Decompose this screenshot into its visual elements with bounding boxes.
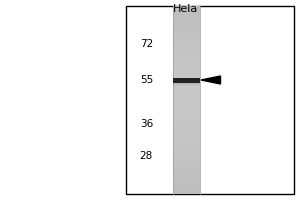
Bar [172, 69, 200, 72]
Polygon shape [201, 76, 220, 84]
Bar [172, 156, 200, 160]
Bar [172, 166, 200, 169]
Bar [172, 122, 200, 125]
Bar [172, 103, 200, 106]
Bar [172, 141, 200, 144]
Bar [172, 31, 200, 34]
Bar [172, 75, 200, 78]
Bar [172, 6, 200, 9]
Bar [172, 22, 200, 25]
Bar [172, 125, 200, 128]
Bar [172, 37, 200, 40]
Bar [126, 6, 294, 194]
Bar [172, 62, 200, 66]
Bar [172, 138, 200, 141]
Bar [172, 150, 200, 153]
Bar [172, 59, 200, 62]
Bar [172, 44, 200, 47]
Bar [172, 106, 200, 109]
Text: 55: 55 [140, 75, 153, 85]
Bar [172, 163, 200, 166]
Bar [172, 50, 200, 53]
Bar [172, 34, 200, 37]
Bar [172, 40, 200, 44]
Bar [172, 72, 200, 75]
Bar [172, 119, 200, 122]
Bar [172, 178, 200, 181]
Bar [172, 28, 200, 31]
Bar [172, 153, 200, 156]
Bar [172, 191, 200, 194]
Bar [172, 87, 200, 91]
Bar [172, 94, 200, 97]
Bar [172, 47, 200, 50]
Bar [172, 172, 200, 175]
Bar [172, 175, 200, 178]
Bar [172, 66, 200, 69]
Bar [172, 169, 200, 172]
Bar [172, 56, 200, 59]
Bar [172, 131, 200, 134]
Bar [172, 15, 200, 19]
Bar [172, 116, 200, 119]
Bar [172, 128, 200, 131]
Bar [172, 19, 200, 22]
Bar [172, 188, 200, 191]
Text: Hela: Hela [173, 4, 199, 14]
Bar [172, 134, 200, 138]
Text: 72: 72 [140, 39, 153, 49]
Bar [172, 91, 200, 94]
Bar [172, 9, 200, 12]
Bar [172, 160, 200, 163]
Bar [172, 83, 200, 85]
Bar [172, 78, 200, 81]
Bar [172, 25, 200, 28]
Bar [172, 113, 200, 116]
Bar [172, 81, 200, 84]
Bar [172, 144, 200, 147]
Text: 36: 36 [140, 119, 153, 129]
Text: 28: 28 [140, 151, 153, 161]
Bar [172, 84, 200, 87]
Bar [172, 12, 200, 15]
Bar [172, 185, 200, 188]
Bar [172, 109, 200, 113]
Bar [172, 97, 200, 100]
Bar [172, 77, 200, 79]
Bar [172, 53, 200, 56]
Bar [172, 77, 200, 82]
Bar [172, 181, 200, 185]
Bar [172, 100, 200, 103]
Bar [172, 147, 200, 150]
